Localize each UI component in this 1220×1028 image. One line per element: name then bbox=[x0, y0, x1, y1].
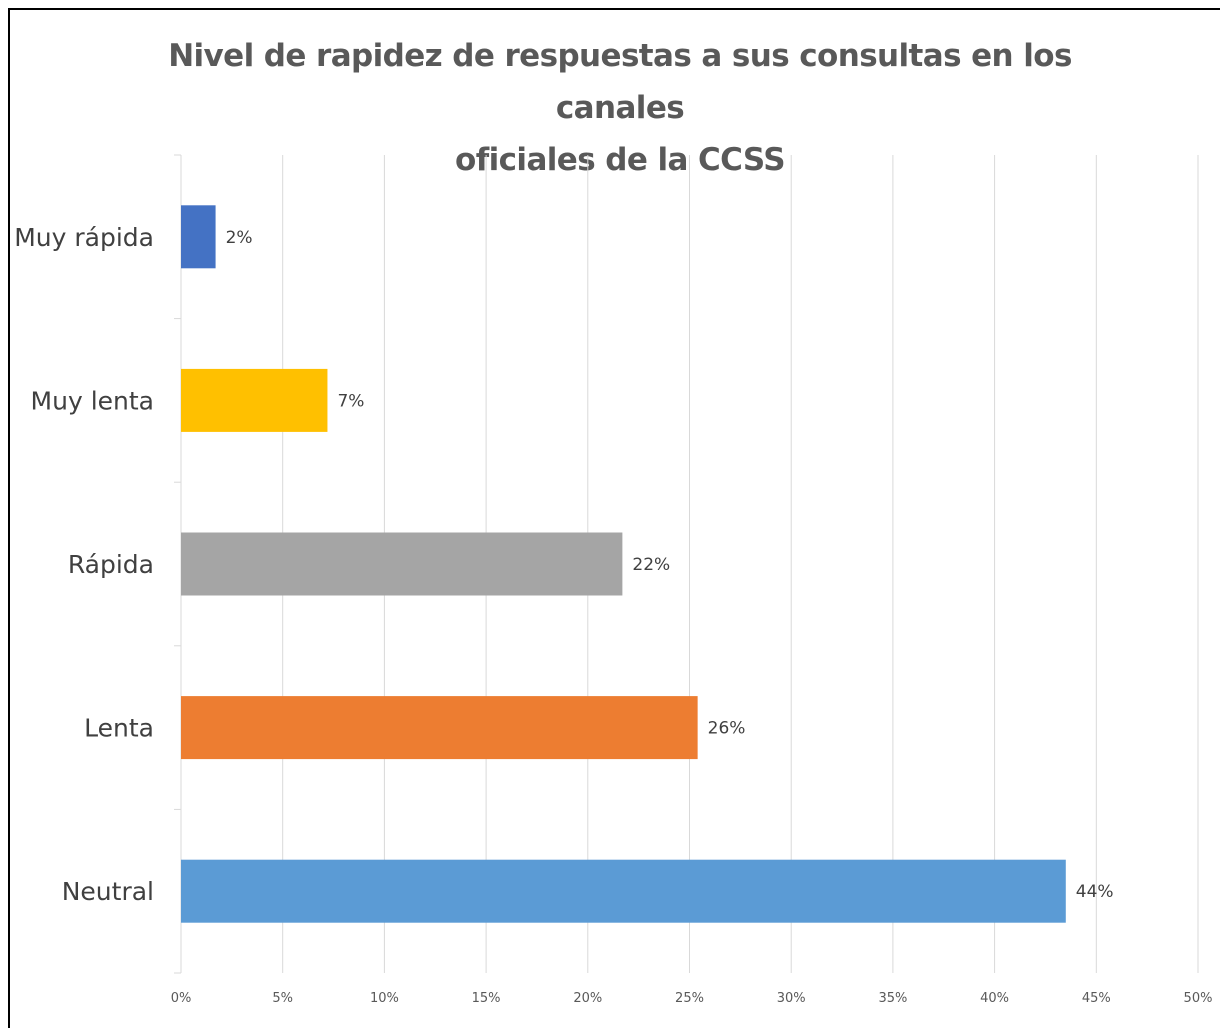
chart-frame bbox=[8, 8, 1220, 1028]
category-label: Lenta bbox=[84, 714, 154, 743]
category-labels: Muy rápida Muy lenta Rápida Lenta Neutral bbox=[14, 223, 154, 906]
bar bbox=[181, 859, 1066, 923]
x-tick-label: 20% bbox=[573, 991, 602, 1006]
category-label: Neutral bbox=[62, 877, 154, 906]
x-tick-label: 0% bbox=[171, 991, 192, 1006]
category-label: Rápida bbox=[68, 550, 154, 579]
bar bbox=[181, 368, 328, 432]
x-tick-label: 30% bbox=[777, 991, 806, 1006]
data-label: 26% bbox=[708, 719, 746, 739]
chart-title-line-1: Nivel de rapidez de respuestas a sus con… bbox=[168, 38, 1072, 126]
chart-title-line-2: oficiales de la CCSS bbox=[455, 142, 786, 178]
chart-title: Nivel de rapidez de respuestas a sus con… bbox=[120, 30, 1120, 186]
bar bbox=[181, 205, 216, 269]
x-tick-label: 5% bbox=[272, 991, 293, 1006]
data-label: 22% bbox=[632, 555, 670, 575]
data-label: 44% bbox=[1076, 882, 1114, 902]
bar bbox=[181, 532, 623, 596]
x-tick-label: 15% bbox=[472, 991, 501, 1006]
category-axis bbox=[174, 154, 182, 974]
data-label: 2% bbox=[226, 228, 253, 248]
bar bbox=[181, 696, 698, 760]
x-tick-label: 40% bbox=[980, 991, 1009, 1006]
data-labels: 2% 7% 22% 26% 44% bbox=[226, 228, 1114, 902]
category-label: Muy rápida bbox=[14, 223, 154, 252]
data-label: 7% bbox=[337, 391, 364, 411]
x-tick-label: 45% bbox=[1082, 991, 1111, 1006]
x-tick-labels: 0% 5% 10% 15% 20% 25% 30% 35% 40% 45% 50% bbox=[171, 991, 1213, 1006]
category-label: Muy lenta bbox=[31, 386, 154, 415]
x-tick-label: 50% bbox=[1184, 991, 1213, 1006]
x-tick-label: 25% bbox=[675, 991, 704, 1006]
x-tick-label: 10% bbox=[370, 991, 399, 1006]
x-tick-label: 35% bbox=[878, 991, 907, 1006]
bars bbox=[181, 205, 1066, 923]
